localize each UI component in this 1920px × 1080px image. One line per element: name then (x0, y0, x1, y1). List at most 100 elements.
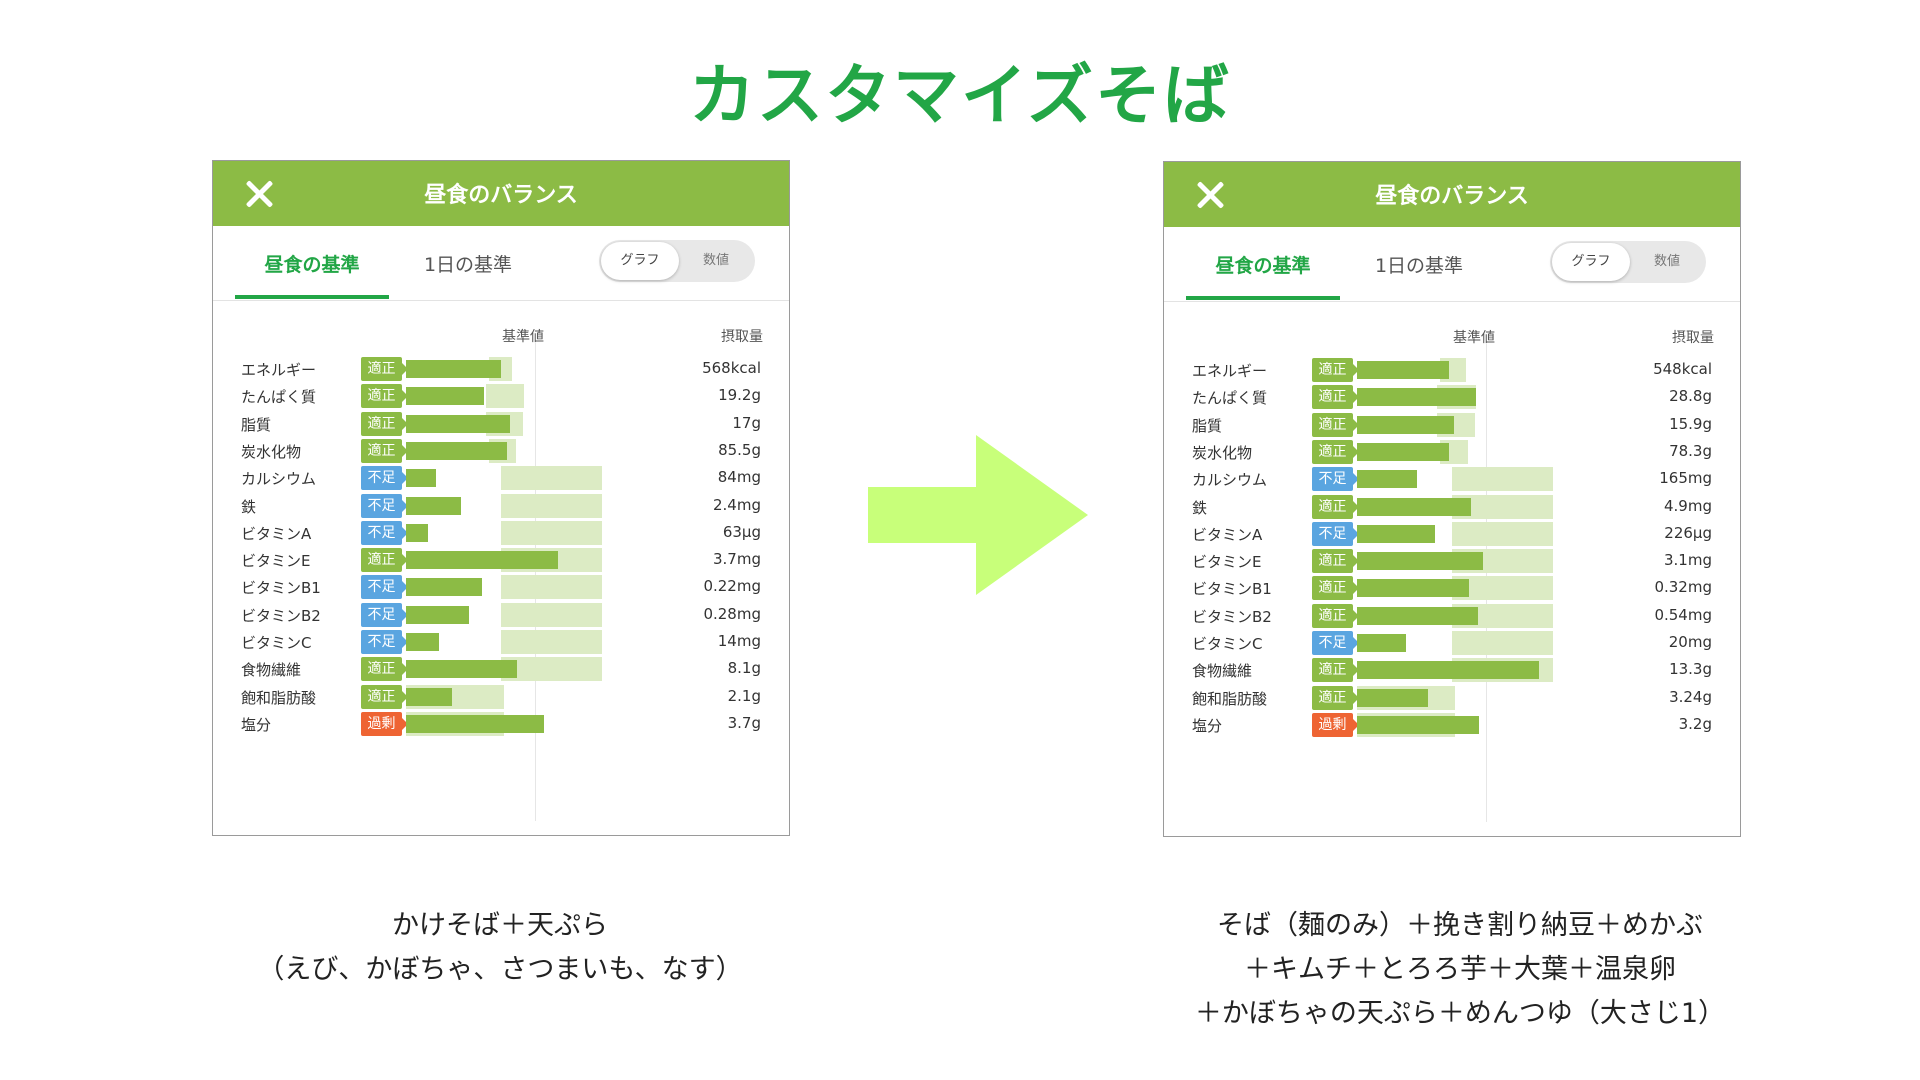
caption-line: ＋かぼちゃの天ぷら＋めんつゆ（大さじ1） (1194, 998, 1726, 1029)
intake-amount: 568kcal (702, 359, 761, 377)
intake-fill (406, 523, 428, 542)
nutrient-row: 飽和脂肪酸 適正 3.24g (1164, 685, 1740, 711)
reference-range (501, 493, 602, 518)
nutrient-name: 脂質 (1192, 416, 1223, 435)
nutrient-row: 炭水化物 適正 85.5g (213, 438, 789, 464)
toggle-value-button[interactable]: 数値 (1653, 254, 1680, 269)
intake-fill (1357, 361, 1450, 379)
intake-fill (1357, 388, 1476, 407)
status-label: 不足 (367, 497, 396, 514)
nutrient-row: 脂質 適正 15.9g (1164, 412, 1740, 438)
balance-panel-before: 昼食のバランス 昼食の基準 1日の基準 グラフ 数値 基準値 摂取量 エネルギー 適正 568kc… (212, 160, 790, 836)
nutrient-row: ビタミンE 適正 3.1mg (1164, 548, 1740, 574)
status-label: 適正 (1318, 607, 1347, 624)
intake-fill (406, 414, 510, 433)
caption-line: ＋キムチ＋とろろ芋＋大葉＋温泉卵 (1244, 954, 1676, 985)
caption-before: かけそば＋天ぷら （えび、かぼちゃ、さつまいも、なす） (200, 904, 800, 992)
toggle-graph-button[interactable]: グラフ (1552, 243, 1630, 281)
status-label: 適正 (367, 388, 396, 405)
intake-fill (406, 551, 558, 570)
intake-amount: 0.32mg (1654, 578, 1712, 597)
status-badge: 不足 (361, 520, 408, 545)
reference-range (501, 520, 602, 545)
toggle-value-button[interactable]: 数値 (702, 253, 729, 268)
intake-fill (406, 441, 507, 460)
intake-amount: 0.54mg (1654, 605, 1712, 624)
status-label: 適正 (1318, 416, 1347, 433)
panel-title: 昼食のバランス (424, 183, 578, 208)
nutrient-list: エネルギー 適正 548kcal たんぱく質 適正 28.8g 脂質 適正 15.9g 炭水化物適… (1164, 162, 1740, 836)
intake-fill (1357, 497, 1471, 516)
status-label: 不足 (367, 524, 396, 541)
view-toggle: グラフ 数値 (599, 240, 755, 282)
intake-fill (406, 605, 469, 624)
status-badge: 不足 (361, 575, 408, 600)
status-label: 不足 (367, 579, 396, 596)
tab-bar: 昼食の基準 1日の基準 グラフ 数値 (213, 226, 789, 301)
status-badge: 適正 (361, 684, 408, 709)
caption-line: そば（麺のみ）＋挽き割り納豆＋めかぶ (1217, 910, 1703, 941)
nutrient-name: カルシウム (1192, 471, 1268, 490)
status-label: 過剰 (367, 715, 396, 732)
status-badge: 適正 (1312, 685, 1359, 710)
nutrient-name: ビタミンA (1192, 525, 1263, 544)
tab-daily-standard[interactable]: 1日の基準 (423, 254, 513, 276)
nutrient-name: 脂質 (241, 415, 272, 434)
status-label: 適正 (1318, 362, 1347, 378)
intake-amount: 17g (732, 413, 761, 432)
nutrient-row: たんぱく質 適正 28.8g (1164, 384, 1740, 410)
tab-lunch-standard[interactable]: 昼食の基準 (264, 254, 360, 276)
nutrient-name: エネルギー (1192, 362, 1268, 380)
nutrient-name: 食物繊維 (241, 661, 302, 680)
tab-lunch-standard[interactable]: 昼食の基準 (1215, 255, 1311, 277)
active-tab-indicator (235, 295, 389, 299)
intake-amount: 3.2g (1678, 714, 1712, 733)
intake-amount: 84mg (717, 468, 761, 487)
status-badge: 過剰 (1312, 712, 1359, 737)
reference-range (1452, 631, 1553, 655)
intake-fill (406, 633, 440, 651)
nutrient-row: 脂質 適正 17g (213, 411, 789, 437)
nutrient-row: カルシウム 不足 84mg (213, 465, 789, 491)
status-badge: 適正 (1312, 549, 1359, 574)
nutrient-row: たんぱく質 適正 19.2g (213, 383, 789, 409)
intake-amount: 28.8g (1669, 387, 1712, 406)
intake-fill (406, 660, 517, 679)
status-badge: 適正 (361, 411, 408, 436)
intake-amount: 20mg (1668, 633, 1712, 651)
toggle-graph-button[interactable]: グラフ (601, 242, 679, 280)
nutrient-row: ビタミンE 適正 3.7mg (213, 547, 789, 573)
nutrient-name: ビタミンB1 (1192, 580, 1272, 599)
tab-daily-standard[interactable]: 1日の基準 (1374, 255, 1464, 277)
status-label: 適正 (1318, 553, 1347, 570)
nutrient-name: ビタミンC (241, 634, 312, 652)
reference-range (501, 602, 602, 627)
nutrient-name: ビタミンB1 (241, 579, 321, 598)
status-label: 適正 (367, 661, 396, 678)
intake-amount: 19.2g (718, 386, 761, 405)
caption-line: かけそば＋天ぷら (392, 910, 608, 941)
intake-fill (1357, 552, 1484, 571)
status-badge: 不足 (361, 466, 408, 491)
intake-amount: 85.5g (718, 440, 761, 459)
status-label: 適正 (1318, 389, 1347, 406)
intake-amount: 2.1g (727, 686, 761, 705)
reference-range (1452, 576, 1553, 601)
reference-range (501, 630, 602, 654)
page-title: カスタマイズそば (688, 57, 1232, 134)
status-badge: 適正 (361, 357, 408, 381)
intake-amount: 3.7mg (713, 550, 761, 569)
column-header-intake: 摂取量 (721, 329, 763, 345)
status-label: 適正 (367, 442, 396, 459)
nutrient-row: 炭水化物 適正 78.3g (1164, 439, 1740, 465)
nutrient-row: ビタミンA 不足 226μg (1164, 521, 1740, 547)
status-badge: 適正 (1312, 358, 1359, 382)
status-label: 不足 (367, 470, 396, 487)
reference-range (501, 466, 602, 491)
status-badge: 過剰 (361, 711, 408, 736)
intake-amount: 3.1mg (1664, 551, 1712, 570)
status-badge: 適正 (1312, 494, 1359, 519)
intake-amount: 13.3g (1669, 660, 1712, 679)
nutrient-name: ビタミンB2 (1192, 607, 1272, 626)
nutrient-row: ビタミンB1 不足 0.22mg (213, 574, 789, 600)
